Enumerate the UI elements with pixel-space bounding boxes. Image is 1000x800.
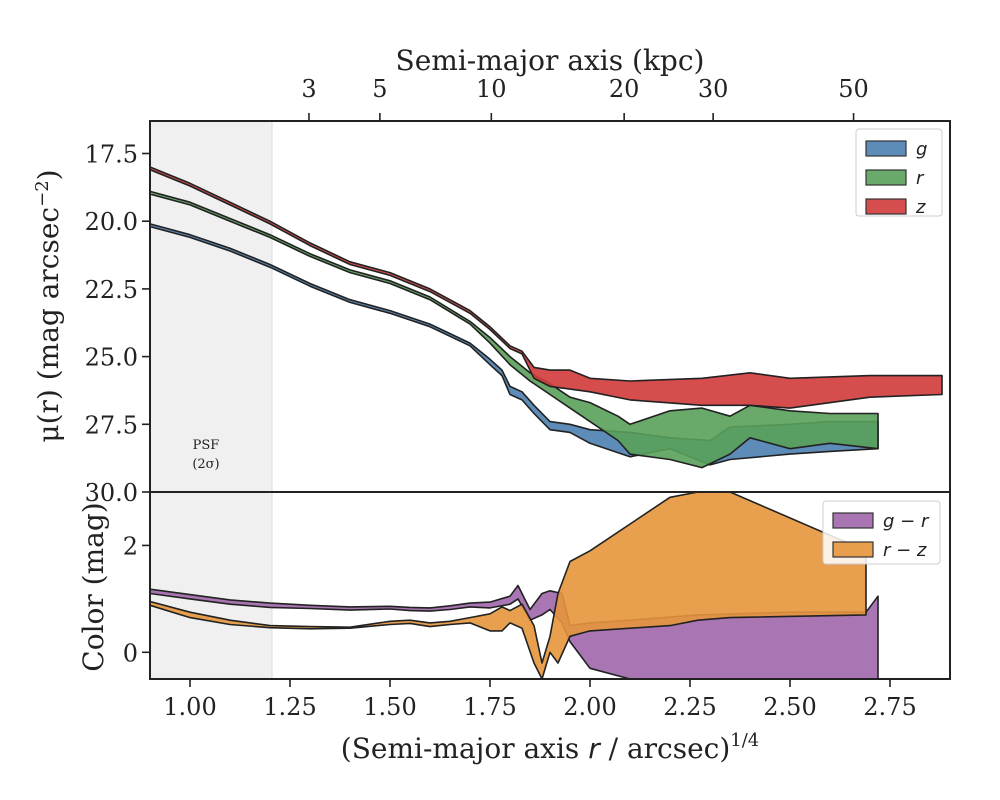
ylabel-superscript: −2 [32,180,53,207]
legend-label: g − r [883,511,930,532]
band-z [149,166,943,409]
y-tick-label: 17.5 [85,140,138,168]
surface-brightness-panel: PSF (2σ) 17.5 20.0 22.5 25.0 27.5 30.0 3 5 10 20… [32,44,943,507]
band-rz [149,491,867,680]
psf-shade-region-bottom [150,492,272,679]
color-profile-panel: 02 1.00 1.25 1.50 1.75 2.00 2.25 2.50 2.75 Colo… [77,491,941,765]
top-y-ticks: 17.5 20.0 22.5 25.0 27.5 30.0 [85,140,150,507]
xlabel-superscript: 1/4 [730,730,759,751]
bottom-y-ticks: 02 [123,532,150,667]
legend-swatch [865,169,907,186]
bottom-x-ticks: 1.00 1.25 1.50 1.75 2.00 2.25 2.50 2.75 [163,679,917,721]
legend-label: r − z [883,540,927,561]
xlabel-prefix: (Semi-major axis [341,732,588,765]
x-tick-label: 1.50 [363,693,416,721]
bottom-legend: g − r r − z [822,500,941,565]
top-legend: grz [855,128,943,218]
psf-shade-region [150,121,272,492]
xlabel-italic: r [588,732,601,765]
xlabel-mid: / arcsec) [600,732,731,765]
x-tick-label: 1.25 [263,693,316,721]
x-tick-label: 1.00 [163,693,216,721]
legend-swatch [832,512,874,529]
bottom-x-axis-title: (Semi-major axis r / arcsec)1/4 [341,730,759,765]
top-y-axis-title: μ(r) (mag arcsec−2) [32,169,65,442]
y-tick-label: 2 [123,532,138,560]
kpc-tick-label: 50 [838,75,869,103]
x-tick-label: 2.00 [563,693,616,721]
y-tick-label: 22.5 [85,276,138,304]
y-tick-label: 20.0 [85,208,138,236]
band-r [149,190,879,469]
x-tick-label: 2.50 [763,693,816,721]
psf-label: PSF [193,438,220,453]
legend-swatch [832,541,874,558]
y-tick-label: 0 [123,639,138,667]
legend-label: r [916,168,925,189]
legend-label: g [916,139,927,160]
kpc-tick-label: 10 [476,75,507,103]
psf-sigma-label: (2σ) [192,457,219,472]
y-tick-label: 27.5 [85,411,138,439]
top-x-ticks-kpc: 3 5 10 20 30 50 [301,75,869,121]
bottom-y-axis-title: Color (mag) [77,502,110,671]
y-tick-label: 25.0 [85,344,138,372]
x-tick-label: 2.25 [663,693,716,721]
ylabel-suffix: ) [32,169,65,180]
kpc-tick-label: 20 [609,75,640,103]
legend-label: z [915,197,926,218]
legend-swatch [865,198,907,215]
bottom-panel-frame [149,491,951,680]
y-tick-label: 30.0 [85,479,138,507]
x-tick-label: 1.75 [463,693,516,721]
kpc-tick-label: 5 [372,75,387,103]
top-axis-title: Semi-major axis (kpc) [396,44,705,77]
kpc-tick-label: 3 [301,75,316,103]
kpc-tick-label: 30 [698,75,729,103]
ylabel-prefix: μ(r) (mag arcsec [32,207,65,443]
surface-brightness-series [149,166,943,469]
legend-swatch [865,140,907,157]
x-tick-label: 2.75 [863,693,916,721]
